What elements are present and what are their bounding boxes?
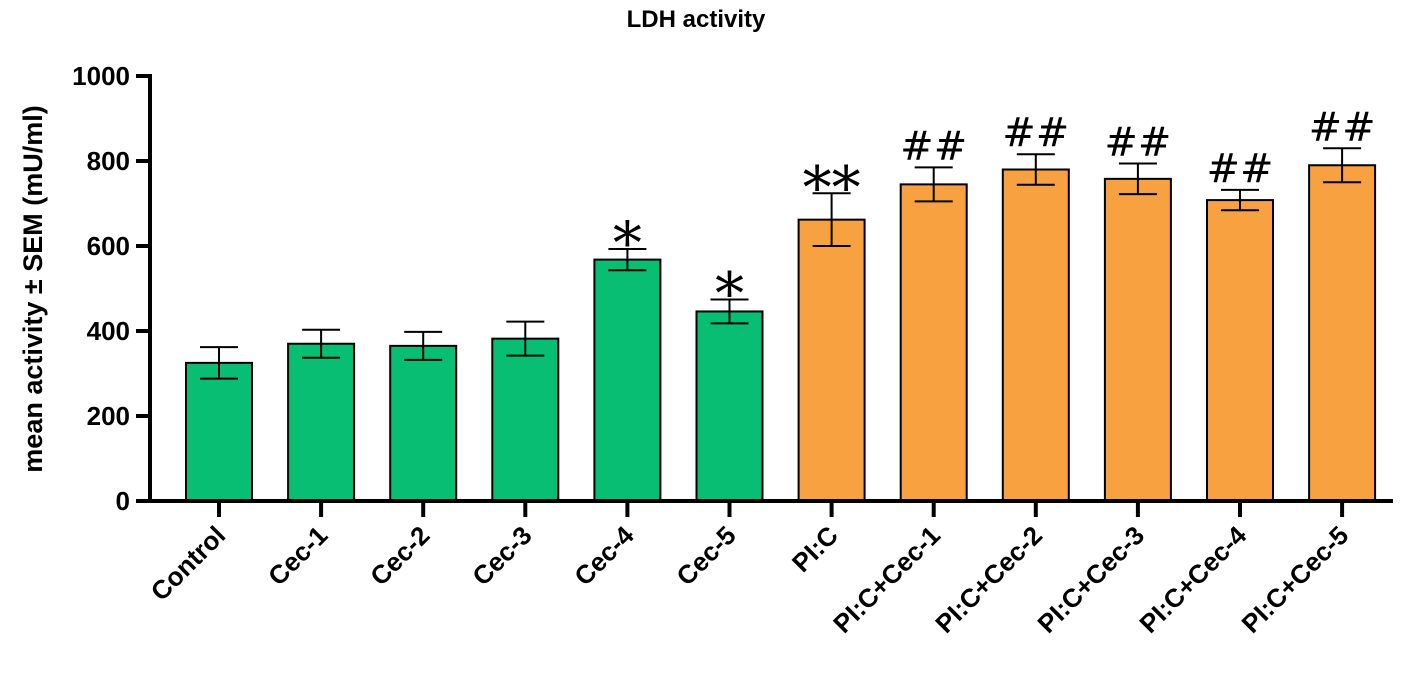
y-tick-label: 1000 — [72, 61, 130, 91]
bar — [389, 344, 458, 502]
y-axis-label: mean activity ± SEM (mU/ml) — [18, 105, 48, 472]
bar — [797, 218, 866, 502]
plot-area — [185, 147, 1377, 503]
bar — [1308, 164, 1377, 502]
x-category-label: Control — [145, 520, 232, 607]
bar — [1206, 199, 1274, 502]
bar — [185, 361, 253, 502]
significance-label: ## — [900, 123, 967, 169]
bar — [695, 310, 764, 503]
x-category-label: PI:C+Cec-3 — [1031, 520, 1150, 639]
x-category-label: Cec-3 — [466, 520, 537, 591]
significance-label: ## — [1309, 104, 1376, 150]
significance-label: ## — [1002, 110, 1069, 156]
x-category-label: Cec-5 — [670, 520, 741, 591]
x-category-label: PI:C+Cec-2 — [929, 520, 1048, 639]
significance-label: ## — [1206, 146, 1273, 192]
significance-label: ## — [1104, 120, 1171, 166]
bar — [1103, 177, 1172, 502]
x-category-label: PI:C+Cec-1 — [827, 520, 946, 639]
bar — [287, 342, 356, 502]
bar — [1001, 168, 1070, 502]
bar — [899, 183, 968, 502]
y-tick-label: 800 — [87, 146, 130, 176]
y-tick-label: 200 — [87, 401, 130, 431]
x-category-label: PI:C+Cec-5 — [1236, 520, 1355, 639]
bar — [593, 258, 662, 502]
x-category-label: PI:C+Cec-4 — [1133, 520, 1252, 639]
x-category-label: Cec-1 — [262, 520, 333, 591]
x-category-label: Cec-2 — [364, 520, 435, 591]
y-tick-label: 0 — [116, 486, 130, 516]
chart-title: LDH activity — [627, 6, 766, 33]
x-category-label: Cec-4 — [568, 520, 640, 592]
significance-label: * — [613, 209, 642, 277]
significance-label: * — [715, 260, 744, 328]
bar — [491, 337, 560, 502]
x-category-label: PI:C — [786, 520, 844, 578]
y-tick-label: 400 — [87, 316, 130, 346]
y-tick-label: 600 — [87, 231, 130, 261]
significance-label: ** — [803, 153, 861, 221]
